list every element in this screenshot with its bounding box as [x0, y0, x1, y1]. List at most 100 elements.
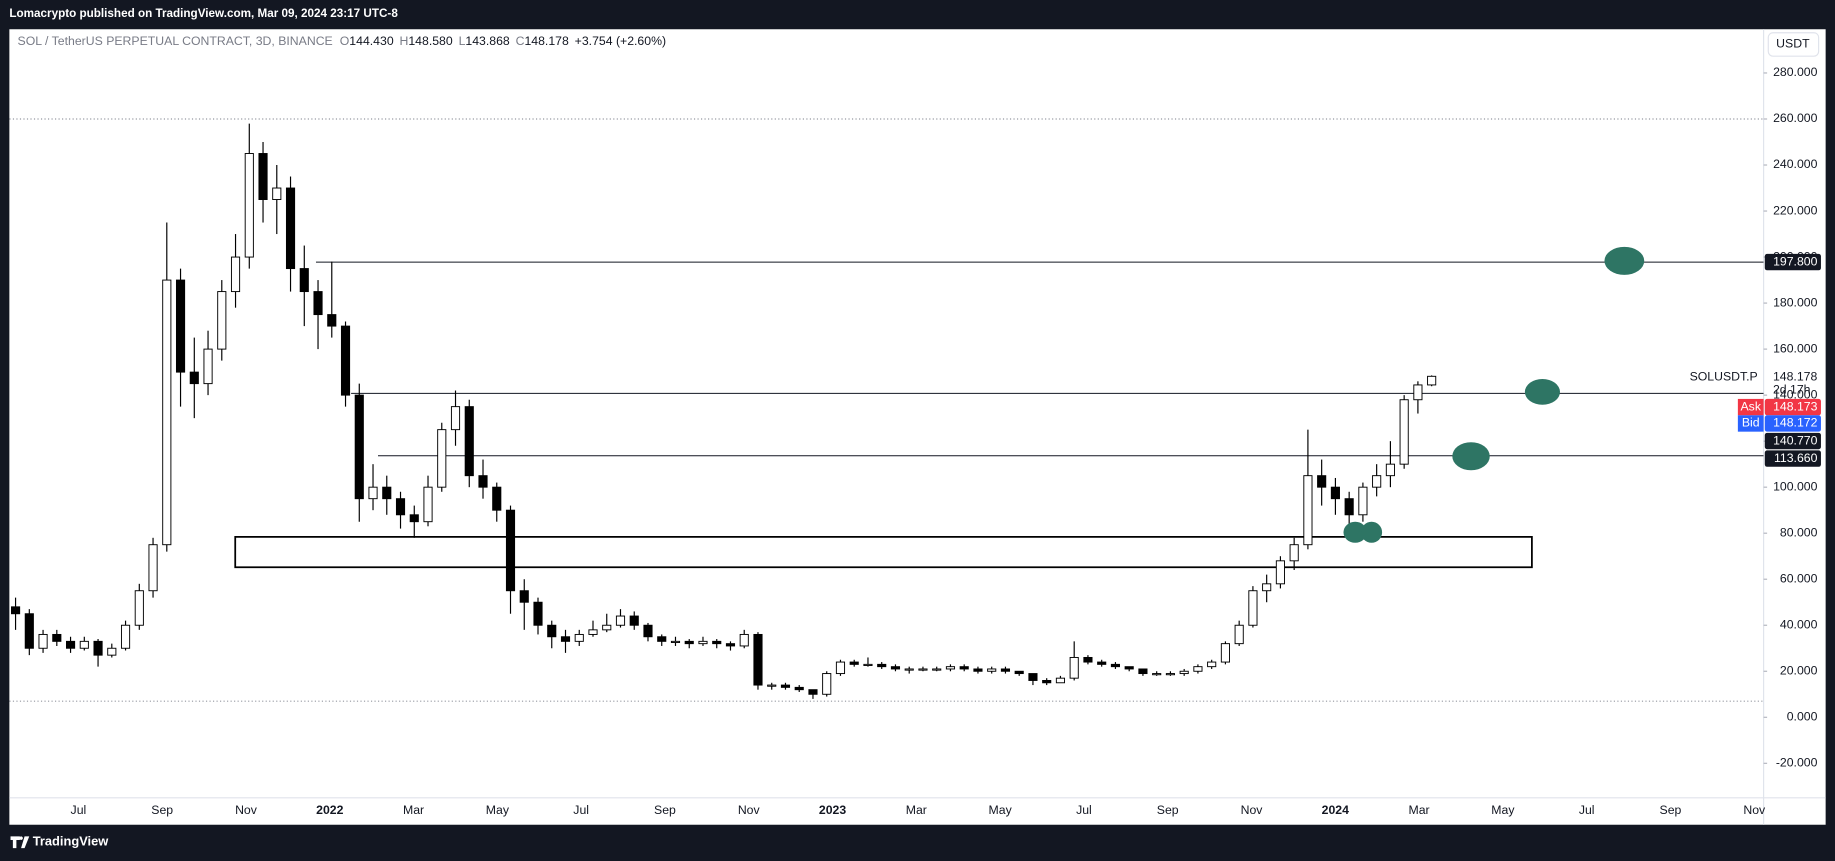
candle-body	[340, 325, 351, 396]
candle-body	[863, 663, 873, 667]
candle-body	[423, 486, 433, 523]
candle-body	[162, 279, 172, 546]
candle-body	[1248, 590, 1258, 626]
y-tick-label: 0.000	[1787, 710, 1818, 724]
candle-body	[1344, 498, 1354, 516]
candle-body	[547, 624, 557, 638]
candle-body	[1220, 643, 1230, 663]
y-tick-label: 140.000	[1773, 387, 1818, 401]
candle-body	[382, 486, 392, 500]
ask-tag-label: 148.173	[1773, 399, 1818, 413]
candle-body	[1330, 486, 1340, 500]
candle-body	[1110, 663, 1121, 668]
candle-body	[987, 668, 997, 672]
level-tag	[1764, 253, 1821, 271]
candle-body	[1303, 475, 1313, 546]
level-tag	[1764, 432, 1821, 450]
candle-body	[1413, 384, 1423, 401]
x-tick-label: May	[989, 803, 1013, 817]
candle-body	[285, 187, 296, 270]
y-tick-label: -20.000	[1776, 756, 1818, 770]
candle-body	[780, 684, 791, 688]
candle-body	[1262, 583, 1272, 592]
currency-button[interactable]	[1767, 32, 1820, 57]
candle-body	[1055, 677, 1066, 684]
y-tick-label: 160.000	[1773, 341, 1818, 355]
y-tick-label: 80.000	[1780, 525, 1818, 539]
countdown: 2d 17h	[1773, 383, 1811, 397]
x-tick-label: 2024	[1322, 803, 1349, 817]
candle-body	[822, 673, 832, 695]
ohlc-value: 148.580	[408, 34, 453, 48]
legend: SOL / TetherUS PERPETUAL CONTRACT, 3D, B…	[18, 34, 667, 48]
candle-body	[217, 291, 227, 350]
level-tag-label: 113.660	[1774, 451, 1818, 465]
candle-body	[670, 640, 681, 643]
candle-body	[368, 486, 378, 500]
ask-name-bg	[1737, 398, 1764, 416]
x-tick-label: Nov	[738, 803, 761, 817]
candle-body	[767, 684, 777, 687]
ohlc-name: O	[340, 34, 350, 48]
marker	[1524, 379, 1560, 405]
candle-body	[835, 661, 846, 675]
candle-body	[712, 640, 722, 645]
candle-body	[1358, 486, 1368, 516]
x-tick-label: Jul	[573, 803, 589, 817]
change: +3.754 (+2.60%)	[575, 34, 666, 48]
symbol-label: SOLUSDT.P	[1690, 370, 1758, 384]
y-tick-label: 20.000	[1780, 664, 1818, 678]
candle-body	[1207, 661, 1217, 668]
candle-body	[560, 636, 571, 642]
candle-body	[932, 668, 942, 671]
y-tick-label: 240.000	[1773, 157, 1818, 171]
candle-body	[574, 633, 584, 642]
candle-body	[1083, 656, 1093, 663]
candle-body	[189, 371, 199, 385]
candle-body	[395, 498, 406, 516]
candle-body	[24, 613, 34, 649]
brand: TradingView	[33, 834, 110, 849]
candle-body	[725, 643, 736, 647]
candle-body	[959, 666, 969, 670]
candle-body	[1399, 399, 1409, 465]
x-tick-label: May	[486, 803, 510, 817]
candle-body	[973, 668, 983, 672]
candle-body	[945, 666, 956, 670]
x-tick-label: 2022	[316, 803, 343, 817]
candle-body	[203, 348, 213, 385]
candle-body	[588, 629, 598, 635]
ohlc-value: 143.868	[465, 34, 510, 48]
candle-body	[643, 624, 653, 638]
level-tag-label: 140.770	[1773, 433, 1818, 447]
last-price: 148.178	[1773, 370, 1818, 384]
candle-body	[478, 475, 488, 488]
candle-body	[877, 663, 887, 668]
candle-body	[230, 256, 241, 293]
candle-body	[1193, 666, 1203, 672]
y-tick-label: 60.000	[1780, 571, 1818, 585]
candle-body	[409, 514, 419, 523]
candle-body	[148, 544, 158, 592]
zone	[234, 536, 1533, 569]
footer-logo	[10, 836, 30, 849]
bid-tag-label: 148.172	[1773, 416, 1818, 430]
x-tick-label: Jul	[71, 803, 87, 817]
x-tick-label: Sep	[1157, 803, 1179, 817]
currency-label[interactable]: USDT	[1776, 37, 1810, 51]
candle-body	[437, 429, 447, 488]
y-tick-label: 180.000	[1773, 295, 1818, 309]
candle-body	[1042, 680, 1052, 684]
chart-area	[9, 29, 1826, 825]
ohlc-name: H	[400, 34, 409, 48]
candle-body	[1000, 668, 1011, 672]
ask-tag	[1764, 398, 1821, 416]
candle-body	[739, 633, 749, 647]
candle-body	[272, 187, 282, 200]
candle-body	[1289, 544, 1299, 562]
candle-body	[1028, 673, 1038, 681]
marker	[1343, 521, 1367, 543]
candle-body	[175, 279, 186, 373]
symbol-title: SOL / TetherUS PERPETUAL CONTRACT, 3D, B…	[18, 34, 333, 48]
